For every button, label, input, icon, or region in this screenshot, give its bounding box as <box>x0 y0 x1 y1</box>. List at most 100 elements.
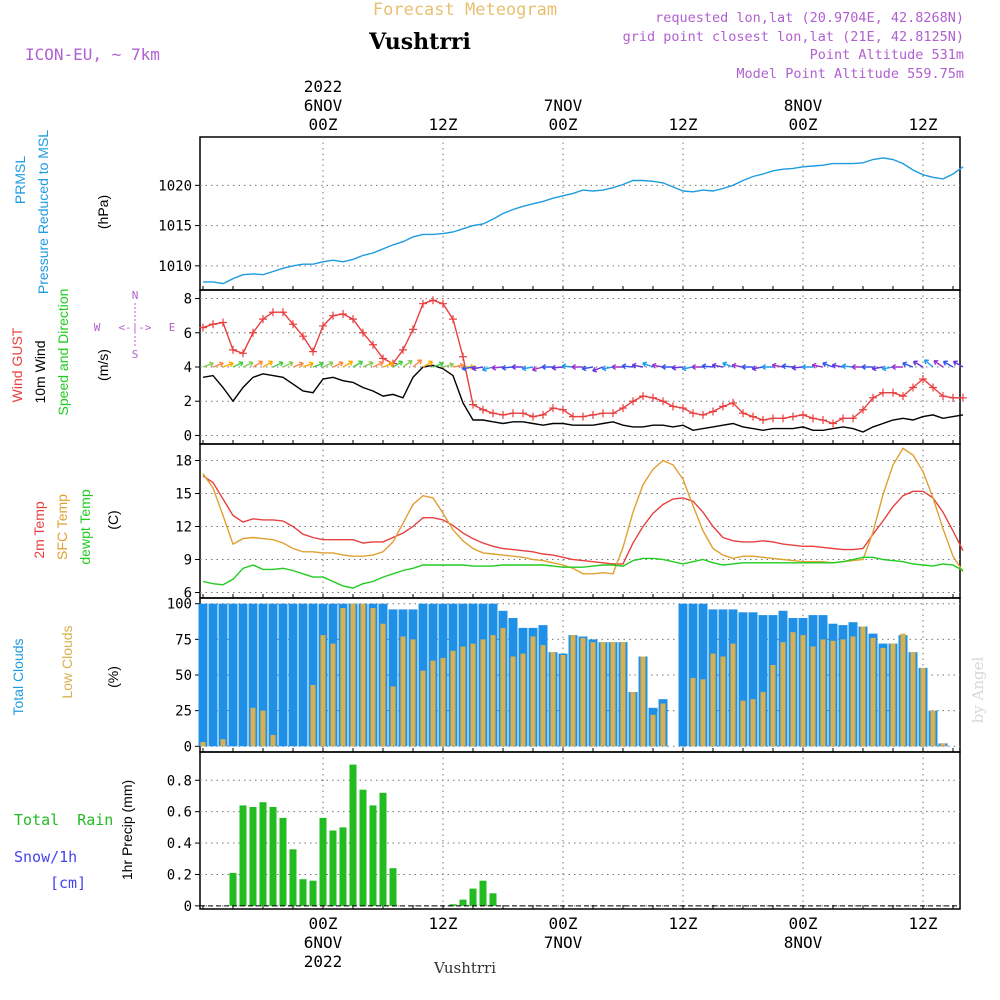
y-tick-label: 2 <box>184 394 192 410</box>
gust-point <box>449 315 457 324</box>
low-cloud-bar <box>560 655 566 747</box>
rain-bar <box>479 880 487 906</box>
rain-bar <box>349 764 357 906</box>
total-cloud-bar <box>758 615 768 747</box>
gust-point <box>539 410 547 419</box>
bottom-tick-label: 00Z <box>789 914 818 933</box>
wind-arrow <box>481 366 494 372</box>
y-tick-label: 25 <box>175 704 192 720</box>
rain-bar <box>289 849 297 906</box>
low-cloud-bar <box>470 643 476 747</box>
wind-arrow <box>741 364 753 370</box>
gust-point <box>479 405 487 414</box>
low-cloud-bar <box>590 642 596 747</box>
gust-point <box>259 315 267 324</box>
requested-coords: requested lon,lat (20.9704E, 42.8268N) <box>655 10 964 26</box>
low-cloud-bar <box>940 743 946 747</box>
y-tick-label: 4 <box>184 360 192 376</box>
y-tick-label: 100 <box>167 597 192 613</box>
low-cloud-bar <box>400 636 406 747</box>
low-cloud-bar <box>550 652 556 747</box>
low-cloud-bar <box>930 710 936 747</box>
rain-bar <box>329 830 337 906</box>
top-tick-label: 6NOV <box>304 96 343 115</box>
gust-point <box>589 410 597 419</box>
rain-bar <box>389 868 397 906</box>
gust-point <box>849 414 857 423</box>
total-cloud-bar <box>738 612 748 747</box>
top-tick-label: 12Z <box>429 115 458 134</box>
watermark: by Angel <box>969 656 987 723</box>
low-cloud-bar <box>490 635 496 747</box>
gust-point <box>779 414 787 423</box>
low-cloud-bar <box>830 640 836 747</box>
low-cloud-bar <box>840 639 846 747</box>
y-tick-label: 15 <box>175 487 192 503</box>
temp2m-line <box>202 475 964 565</box>
gust-point <box>889 388 897 397</box>
gust-point <box>199 323 207 332</box>
low-cloud-bar <box>410 639 416 747</box>
low-cloud-bar <box>810 646 816 747</box>
compass-arrow: <-|-> <box>118 321 151 334</box>
low-cloud-bar <box>600 642 606 747</box>
model-altitude: Model Point Altitude 559.75m <box>736 66 964 82</box>
wind-arrow <box>442 362 455 368</box>
wind-arrow <box>611 364 623 370</box>
y-tick-label: 0 <box>184 739 192 755</box>
sfc-temp-label: SFC Temp <box>54 494 70 560</box>
wind-arrow <box>422 360 434 368</box>
wind-arrow <box>621 363 634 370</box>
wind-arrow <box>342 360 354 368</box>
wind-unit: (m/s) <box>95 349 111 381</box>
pressure-msl-label: Pressure Reduced to MSL <box>35 130 51 294</box>
wind-arrow <box>571 364 583 370</box>
y-tick-label: 50 <box>175 668 192 684</box>
wind-arrow <box>651 362 664 369</box>
rain-bar <box>229 872 237 906</box>
snow-label: Snow/1h <box>14 848 77 866</box>
low-cloud-bar <box>640 656 646 747</box>
wind-10m-label: 10m Wind <box>32 340 48 403</box>
gust-point <box>619 404 627 413</box>
gust-point <box>749 412 757 421</box>
low-cloud-bar <box>390 686 396 747</box>
gust-line <box>202 299 963 425</box>
rain-bar <box>489 893 497 906</box>
footer-location: Vushtrri <box>433 959 496 977</box>
bottom-tick-label: 12Z <box>669 914 698 933</box>
low-cloud-bar <box>540 645 546 747</box>
low-cloud-bar <box>710 653 716 747</box>
gust-point <box>739 409 747 418</box>
snow-unit-label: [cm] <box>50 874 86 892</box>
dewpt-label: dewpt Temp <box>77 489 93 564</box>
rain-bar <box>249 807 257 906</box>
low-cloud-bar <box>860 626 866 747</box>
y-tick-label: 0.8 <box>167 773 192 789</box>
wind-arrow <box>771 362 784 369</box>
wind-arrow <box>851 364 863 370</box>
low-cloud-bar <box>370 608 376 747</box>
gust-point <box>839 414 847 423</box>
wind-arrow <box>671 364 684 371</box>
total-cloud-bar <box>748 612 758 747</box>
total-cloud-bar <box>298 603 308 747</box>
gust-point <box>599 409 607 418</box>
low-cloud-bar <box>660 703 666 747</box>
gust-point <box>269 308 277 317</box>
compass-rose: N W <-|-> E S <box>94 289 176 361</box>
wind-arrow <box>581 365 594 372</box>
wind-arrow <box>942 360 954 368</box>
gust-point <box>239 349 247 358</box>
gust-point <box>249 328 257 337</box>
pressure-unit: (hPa) <box>95 195 111 229</box>
total-cloud-bar <box>228 603 238 747</box>
compass-s: S <box>132 348 139 361</box>
location-title: Vushtrri <box>368 29 471 55</box>
pressure-line <box>203 157 964 285</box>
low-cloud-bar <box>440 657 446 747</box>
y-tick-label: 12 <box>175 520 192 536</box>
top-tick-label: 12Z <box>909 115 938 134</box>
model-label: ICON-EU, ~ 7km <box>25 45 160 64</box>
